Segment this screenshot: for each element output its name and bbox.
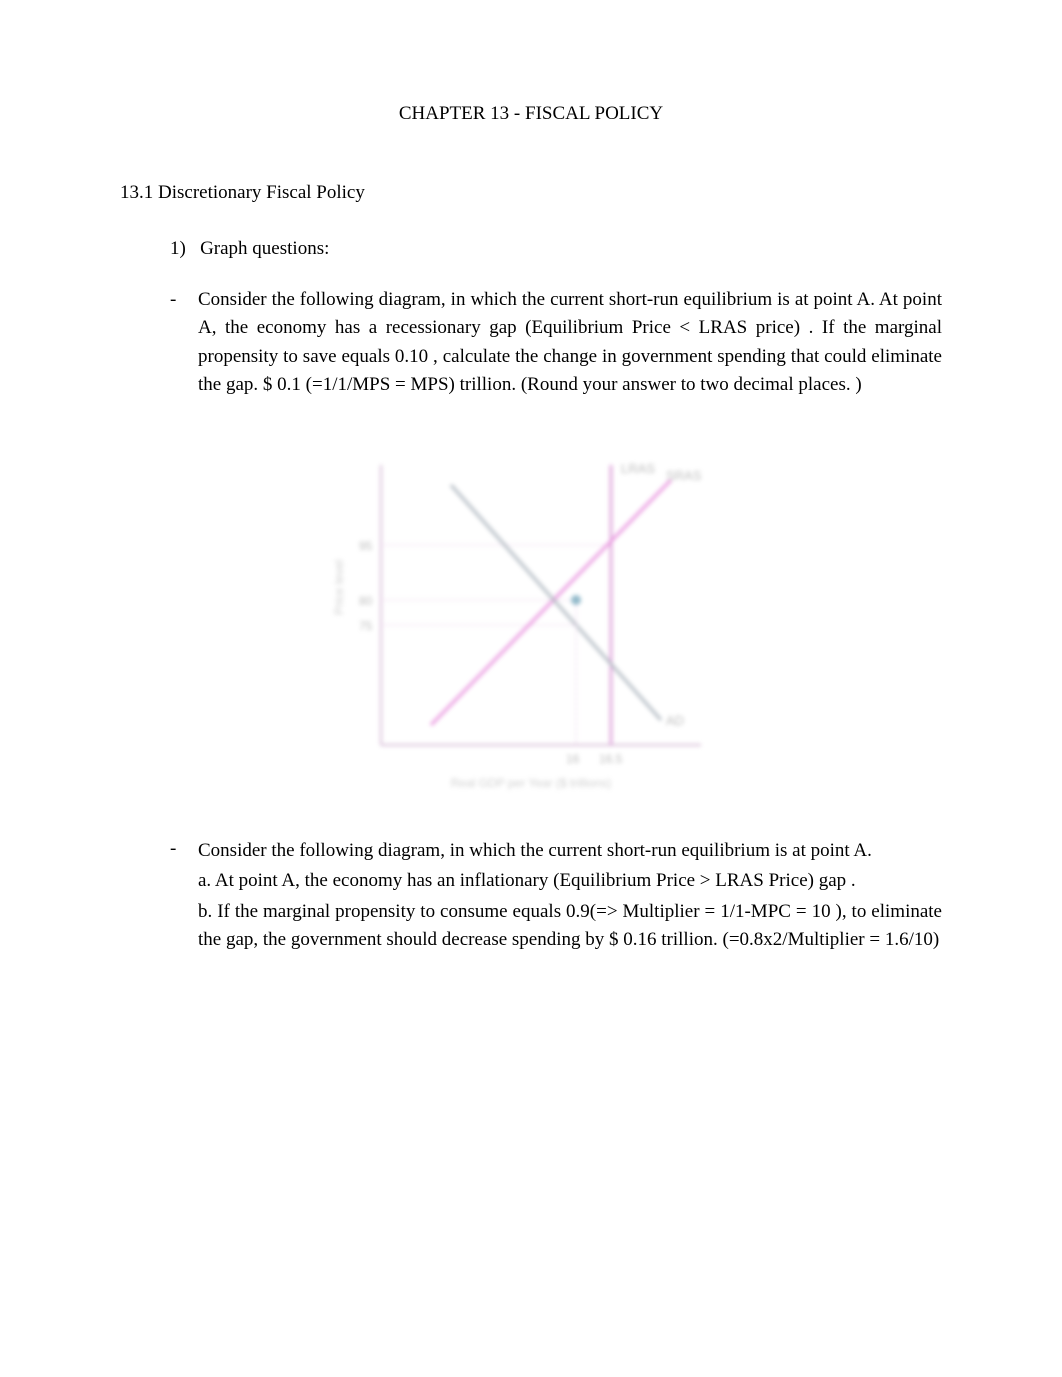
- bullet2-line1: Consider the following diagram, in which…: [198, 837, 942, 866]
- ad-label: AD: [666, 713, 684, 728]
- bullet-item-2: - Consider the following diagram, in whi…: [170, 835, 942, 955]
- numbered-question: 1) Graph questions:: [170, 235, 942, 264]
- lras-label: LRAS: [621, 461, 655, 476]
- sras-line: [431, 480, 671, 725]
- chart-svg: LRAS SRAS AD 95 80 75 16 16.5 Price leve…: [321, 425, 741, 805]
- sras-label: SRAS: [666, 468, 702, 483]
- bullet2-line2: a. At point A, the economy has an inflat…: [198, 867, 942, 896]
- bullet-dash: -: [170, 286, 198, 400]
- xtick: 16.5: [599, 752, 623, 766]
- bullet-dash: -: [170, 835, 198, 955]
- bullet-item-1: - Consider the following diagram, in whi…: [170, 286, 942, 400]
- economics-chart: LRAS SRAS AD 95 80 75 16 16.5 Price leve…: [321, 425, 741, 805]
- ytick: 75: [359, 619, 373, 633]
- bullet-content: Consider the following diagram, in which…: [198, 286, 942, 400]
- question-number: 1): [170, 238, 186, 259]
- bullet2-line3: b. If the marginal propensity to consume…: [198, 898, 942, 955]
- section-heading: 13.1 Discretionary Fiscal Policy: [120, 179, 942, 208]
- ytick: 80: [359, 594, 373, 608]
- ytick: 95: [359, 539, 373, 553]
- y-axis-label: Price level: [332, 559, 346, 614]
- x-axis-label: Real GDP per Year ($ trillions): [451, 776, 612, 790]
- question-text: Graph questions:: [200, 238, 329, 259]
- chapter-title: CHAPTER 13 - FISCAL POLICY: [120, 100, 942, 129]
- xtick: 16: [566, 752, 580, 766]
- point-a: [571, 595, 581, 605]
- bullet-content: Consider the following diagram, in which…: [198, 835, 942, 955]
